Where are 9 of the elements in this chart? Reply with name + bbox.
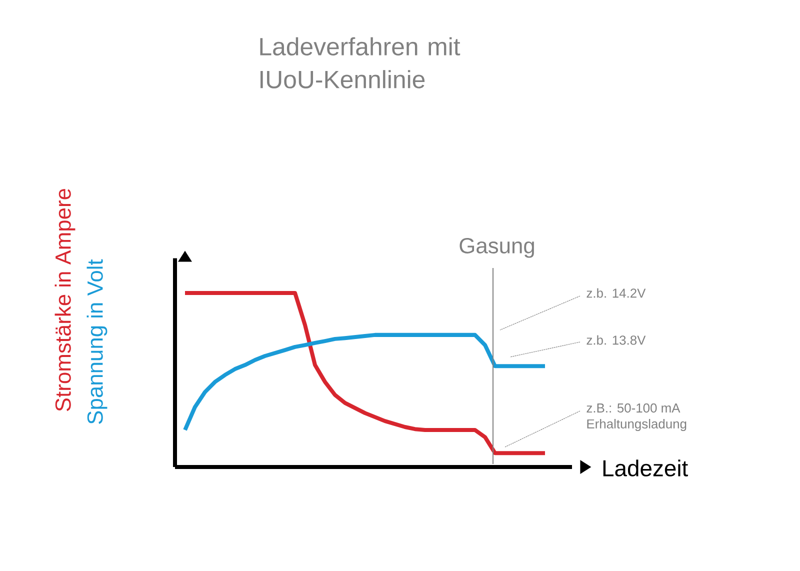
text: Erhaltungsladung	[587, 418, 686, 432]
x-axis-title: Ladezeit	[603, 460, 688, 476]
chart-title: Ladeverfahren mit IUoU-Kennlinie	[260, 37, 460, 88]
text: Spannung in Volt	[86, 259, 108, 424]
text: Gasung	[460, 238, 534, 258]
text: z.b. 13.8V	[586, 335, 646, 345]
text: z.B.: 50-100 mA	[586, 403, 680, 413]
text: Stromstärke in Ampere	[54, 188, 76, 412]
text: z.b. 14.2V	[586, 288, 646, 298]
